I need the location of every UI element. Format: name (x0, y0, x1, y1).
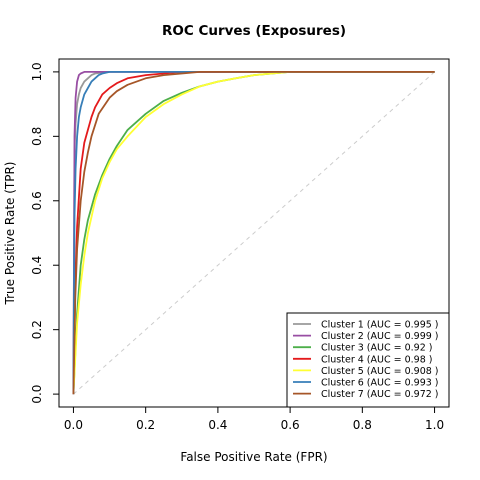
legend-label-cluster-4: Cluster 4 (AUC = 0.98 ) (321, 354, 432, 365)
y-tick-label: 0.6 (30, 191, 44, 210)
y-tick-label: 0.4 (30, 256, 44, 275)
y-tick-label: 1.0 (30, 62, 44, 81)
legend-box (286, 312, 450, 408)
series-line-cluster-4 (72, 71, 435, 395)
legend-label-cluster-6: Cluster 6 (AUC = 0.993 ) (321, 378, 439, 389)
legend-label-cluster-3: Cluster 3 (AUC = 0.92 ) (321, 343, 432, 354)
x-axis-label: False Positive Rate (FPR) (180, 450, 327, 464)
y-tick-label: 0.8 (30, 127, 44, 146)
plot-area: 0.0 0.2 0.4 0.6 0.8 1.0 0.0 0.2 0.4 0.6 0.8 1.0 (30, 58, 450, 432)
chart-title: ROC Curves (Exposures) (162, 23, 346, 39)
y-tick-label: 0.0 (30, 385, 44, 404)
legend-label-cluster-2: Cluster 2 (AUC = 0.999 ) (321, 331, 439, 342)
series-line-cluster-6 (72, 71, 435, 395)
plot-frame (58, 58, 450, 408)
series-line-cluster-7 (72, 71, 435, 395)
y-axis-label: True Positive Rate (TPR) (3, 162, 17, 306)
x-tick-label: 1.0 (425, 418, 444, 432)
x-tick-label: 0.0 (64, 418, 83, 432)
legend-label-cluster-5: Cluster 5 (AUC = 0.908 ) (321, 366, 439, 377)
y-tick-label: 0.2 (30, 320, 44, 339)
x-tick-label: 0.2 (136, 418, 155, 432)
legend-label-cluster-7: Cluster 7 (AUC = 0.972 ) (321, 389, 439, 400)
x-tick-label: 0.8 (353, 418, 372, 432)
legend: Cluster 1 (AUC = 0.995 )Cluster 2 (AUC =… (286, 312, 450, 408)
x-tick-label: 0.6 (281, 418, 300, 432)
reference-diagonal-line (73, 71, 435, 395)
legend-label-cluster-1: Cluster 1 (AUC = 0.995 ) (321, 320, 439, 331)
series-line-cluster-5 (72, 71, 435, 395)
x-tick-label: 0.4 (208, 418, 227, 432)
